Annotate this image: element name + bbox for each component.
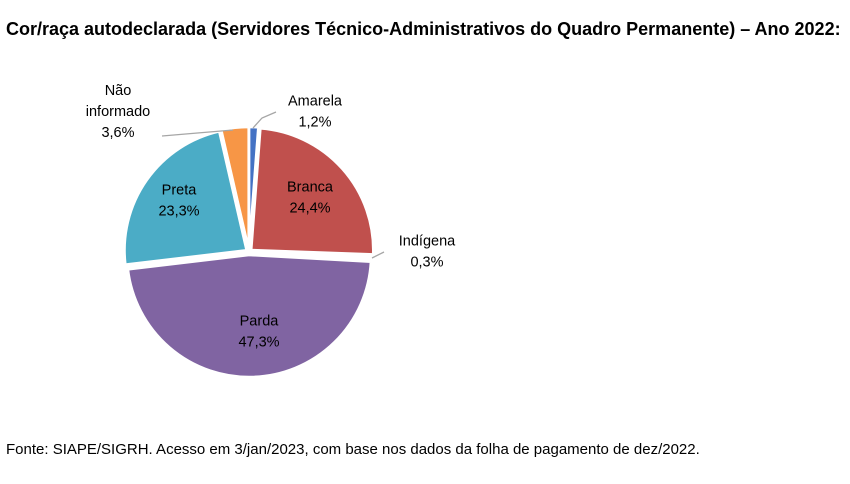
leader-line-indigena	[371, 251, 385, 259]
slice-label-parda: Parda 47,3%	[238, 313, 279, 350]
slice-label-preta: Preta 23,3%	[158, 182, 199, 219]
pie-slice-nao-informado	[219, 125, 250, 250]
slice-label-branca: Branca 24,4%	[287, 179, 334, 216]
chart-title: Cor/raça autodeclarada (Servidores Técni…	[6, 19, 841, 39]
pie-slice-branca	[249, 127, 375, 256]
pie-slice-preta	[123, 129, 249, 266]
slice-label-indigena: Indígena 0,3%	[399, 233, 456, 270]
pie-slice-parda	[126, 253, 373, 379]
source-note: Fonte: SIAPE/SIGRH. Acesso em 3/jan/2023…	[6, 441, 700, 458]
pie-chart: Amarela 1,2% Branca 24,4% Indígena 0,3% Parda 4…	[86, 83, 456, 379]
slice-label-amarela: Amarela 1,2%	[288, 93, 343, 130]
slice-label-nao-informado: Não informado 3,6%	[86, 83, 150, 141]
leader-line-amarela	[252, 111, 277, 129]
leader-line-nao-informado	[161, 129, 234, 137]
